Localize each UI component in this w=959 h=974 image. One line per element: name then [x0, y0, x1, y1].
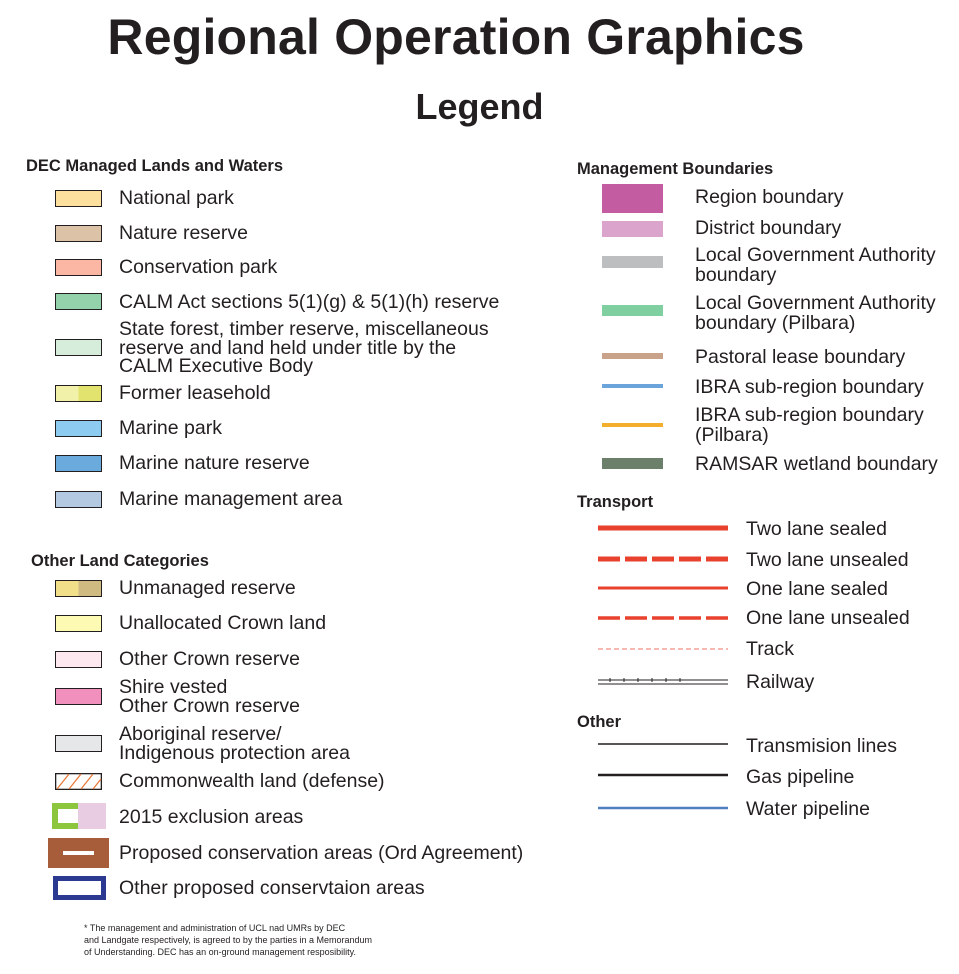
legend-label: 2015 exclusion areas — [119, 806, 304, 828]
legend-label: One lane sealed — [746, 578, 889, 600]
footnote: * The management and administration of U… — [84, 923, 372, 957]
legend-label: Conservation park — [119, 256, 278, 278]
legend-label: Local Government Authority boundary — [695, 244, 936, 286]
legend-label: RAMSAR wetland boundary — [695, 453, 938, 475]
one-lane-sealed-line — [598, 586, 728, 590]
water-pipeline-line — [598, 806, 728, 810]
nature-reserve-swatch — [55, 225, 102, 242]
legend-label: Shire vested Other Crown reserve — [119, 676, 300, 717]
transmission-lines-line — [598, 743, 728, 745]
legend-label: Railway — [746, 671, 815, 693]
lga-boundary-swatch — [602, 256, 663, 268]
marine-management-area-swatch — [55, 491, 102, 508]
legend-label: Nature reserve — [119, 222, 248, 244]
legend-label: IBRA sub-region boundary (Pilbara) — [695, 404, 924, 446]
legend-label: Two lane sealed — [746, 518, 887, 540]
legend-label: Unallocated Crown land — [119, 612, 327, 634]
legend-label: Other Crown reserve — [119, 648, 300, 670]
conservation-park-swatch — [55, 259, 102, 276]
legend-label: Unmanaged reserve — [119, 577, 296, 599]
legend-label: IBRA sub-region boundary — [695, 376, 924, 398]
legend-label: Commonwealth land (defense) — [119, 770, 385, 792]
legend-label: Gas pipeline — [746, 766, 855, 788]
ramsar-boundary-swatch — [602, 458, 663, 469]
legend-subtitle: Legend — [415, 86, 544, 127]
proposed-conservation-ord-swatch — [48, 838, 109, 868]
legend-label: Proposed conservation areas (Ord Agreeme… — [119, 842, 524, 864]
legend-label: Marine park — [119, 417, 222, 439]
legend-label: Marine nature reserve — [119, 452, 310, 474]
railway-line — [598, 678, 728, 685]
legend-label: District boundary — [695, 217, 842, 239]
unallocated-crown-land-swatch — [55, 615, 102, 632]
two-lane-sealed-line — [598, 525, 728, 531]
national-park-swatch — [55, 190, 102, 207]
state-forest-swatch — [55, 339, 102, 356]
legend-label: Transmision lines — [746, 735, 897, 757]
legend-label: Former leasehold — [119, 382, 271, 404]
legend-label: Pastoral lease boundary — [695, 346, 906, 368]
legend-label: State forest, timber reserve, miscellane… — [119, 318, 489, 377]
legend-label: National park — [119, 187, 234, 209]
legend-label: Region boundary — [695, 186, 844, 208]
two-lane-unsealed-line — [598, 556, 728, 562]
legend-label: Track — [746, 638, 795, 660]
legend-label: One lane unsealed — [746, 607, 910, 629]
commonwealth-land-swatch — [54, 772, 103, 790]
marine-park-swatch — [55, 420, 102, 437]
legend-label: CALM Act sections 5(1)(g) & 5(1)(h) rese… — [119, 291, 500, 313]
former-leasehold-swatch — [55, 385, 102, 402]
one-lane-unsealed-line — [598, 616, 728, 620]
lga-boundary-pilbara-swatch — [602, 305, 663, 316]
gas-pipeline-line — [598, 773, 728, 777]
calm-act-reserve-swatch — [55, 293, 102, 310]
region-boundary-swatch — [602, 184, 663, 213]
legend-label: Water pipeline — [746, 798, 870, 820]
exclusion-areas-swatch — [52, 803, 106, 829]
legend-label: Other proposed conservtaion areas — [119, 877, 425, 899]
marine-nature-reserve-swatch — [55, 455, 102, 472]
other-heading: Other — [577, 713, 622, 731]
shire-vested-swatch — [55, 688, 102, 705]
legend-label: Aboriginal reserve/ Indigenous protectio… — [119, 723, 350, 764]
pastoral-lease-boundary-swatch — [602, 353, 663, 359]
legend-label: Marine management area — [119, 488, 343, 510]
legend-label: Local Government Authority boundary (Pil… — [695, 292, 936, 334]
legend-label: Two lane unsealed — [746, 549, 909, 571]
management-boundaries-heading: Management Boundaries — [577, 160, 774, 178]
other-lands-heading: Other Land Categories — [31, 552, 209, 570]
dec-lands-heading: DEC Managed Lands and Waters — [26, 157, 284, 175]
unmanaged-reserve-swatch — [55, 580, 102, 597]
district-boundary-swatch — [602, 221, 663, 237]
page-title: Regional Operation Graphics — [107, 9, 805, 65]
other-proposed-conservation-swatch — [53, 876, 106, 900]
aboriginal-reserve-swatch — [55, 735, 102, 752]
track-line — [598, 648, 728, 650]
other-crown-reserve-swatch — [55, 651, 102, 668]
ibra-boundary-pilbara-swatch — [602, 423, 663, 427]
ibra-boundary-swatch — [602, 384, 663, 388]
transport-heading: Transport — [577, 493, 654, 511]
